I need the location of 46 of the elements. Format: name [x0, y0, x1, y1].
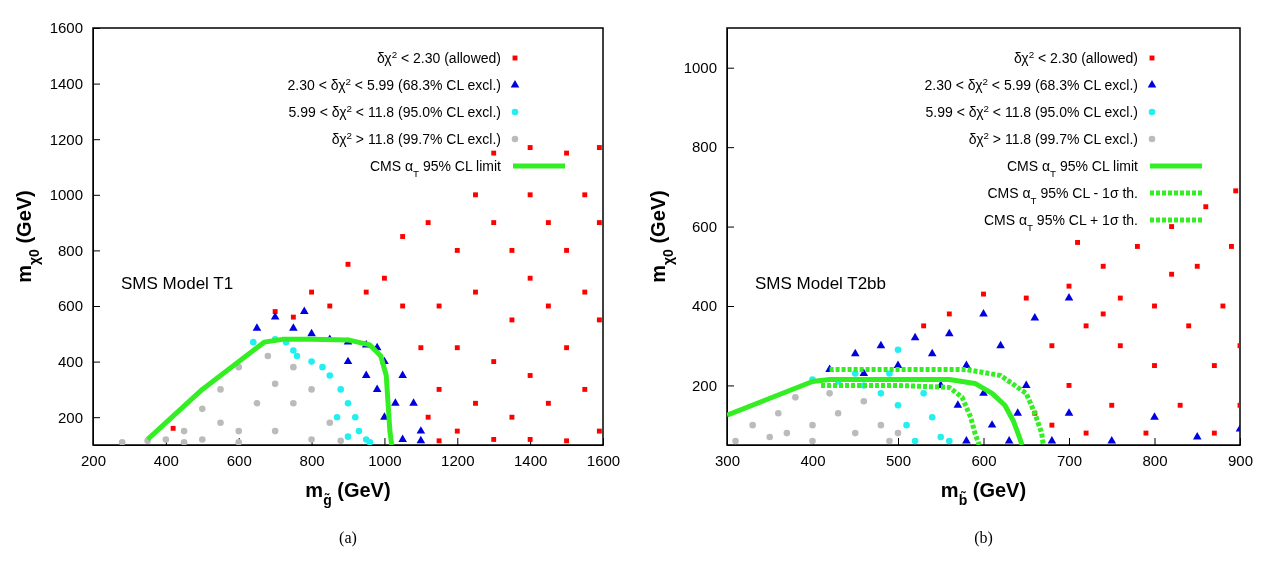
text: (b) [974, 529, 993, 547]
x-tick-label: 1600 [586, 451, 621, 469]
legend-label: CMS α$_{T}$ 95% CL limit [1006, 158, 1139, 179]
y-tick-label: 200 [691, 376, 717, 394]
y-tick-label: 800 [691, 138, 717, 156]
y-tick-label: 600 [691, 217, 717, 235]
legend-label: CMS α$_{T}$ 95% CL + 1σ th. [983, 212, 1138, 233]
legend-label: δχ$^{2}$ > 11.8 (99.7% CL excl.) [331, 129, 501, 147]
x-tick-label: 400 [153, 451, 179, 469]
y-tick-label: 1000 [683, 59, 717, 77]
x-tick-label: 1400 [513, 451, 548, 469]
legend-label: 2.30 < δχ$^{2}$ < 5.99 (68.3% CL excl.) [287, 75, 501, 93]
legend-label: δχ$^{2}$ < 2.30 (allowed) [376, 48, 501, 66]
y-tick-label: 1600 [49, 19, 83, 37]
legend-label: CMS α$_{T}$ 95% CL limit [369, 158, 502, 179]
y-tick-label: 1000 [49, 186, 83, 204]
annotation: SMS Model T2bb [755, 273, 887, 293]
legend-label: 5.99 < δχ$^{2}$ < 11.8 (95.0% CL excl.) [288, 102, 501, 120]
y-tick-label: 400 [57, 352, 83, 370]
x-tick-label: 1000 [368, 451, 402, 469]
legend-label: 5.99 < δχ$^{2}$ < 11.8 (95.0% CL excl.) [925, 102, 1138, 120]
x-tick-label: 800 [1142, 451, 1168, 469]
x-tick-label: 600 [971, 451, 997, 469]
x-tick-label: 1200 [441, 451, 475, 469]
y-tick-label: 400 [691, 297, 717, 315]
y-tick-label: 1200 [49, 130, 83, 148]
x-tick-label: 900 [1227, 451, 1254, 469]
x-tick-label: 600 [226, 451, 252, 469]
x-tick-label: 400 [800, 451, 826, 469]
legend-label: δχ$^{2}$ < 2.30 (allowed) [1013, 48, 1138, 66]
x-axis-title: m$_{g̃}$ (GeV) [305, 479, 391, 508]
text: (a) [339, 529, 357, 547]
y-tick-label: 800 [57, 241, 83, 259]
legend-label: CMS α$_{T}$ 95% CL - 1σ th. [987, 185, 1138, 206]
x-tick-label: 200 [80, 451, 107, 469]
x-tick-label: 500 [885, 451, 912, 469]
x-tick-label: 800 [299, 451, 325, 469]
y-tick-label: 600 [57, 297, 83, 315]
legend-label: 2.30 < δχ$^{2}$ < 5.99 (68.3% CL excl.) [924, 75, 1138, 93]
y-tick-label: 1400 [49, 74, 83, 92]
x-tick-label: 700 [1056, 451, 1083, 469]
x-axis-title: m$_{b̃}$ (GeV) [940, 479, 1027, 508]
x-tick-label: 300 [714, 451, 741, 469]
annotation: SMS Model T1 [121, 273, 234, 293]
legend-label: δχ$^{2}$ > 11.8 (99.7% CL excl.) [968, 129, 1138, 147]
y-tick-label: 200 [57, 408, 83, 426]
